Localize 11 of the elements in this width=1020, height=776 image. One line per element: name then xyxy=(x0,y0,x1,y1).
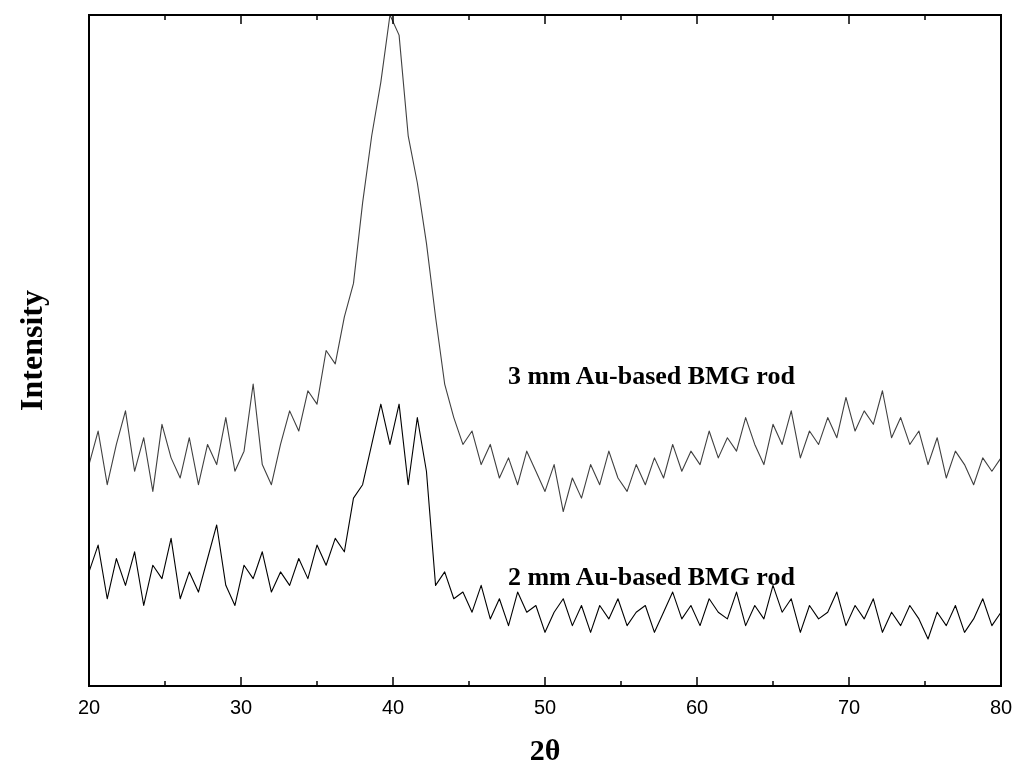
series-label: 2 mm Au-based BMG rod xyxy=(507,562,796,592)
x-tick-label: 60 xyxy=(685,696,709,718)
x-tick-label: 20 xyxy=(77,696,101,718)
x-axis-title: 2θ xyxy=(529,733,561,766)
x-tick-label: 50 xyxy=(533,696,557,718)
y-axis-title: Intensity xyxy=(13,290,49,411)
x-tick-label: 40 xyxy=(381,696,405,718)
x-tick-label: 80 xyxy=(989,696,1013,718)
x-tick-label: 30 xyxy=(229,696,253,718)
x-tick-label: 70 xyxy=(837,696,861,718)
series-label: 3 mm Au-based BMG rod xyxy=(507,361,796,391)
